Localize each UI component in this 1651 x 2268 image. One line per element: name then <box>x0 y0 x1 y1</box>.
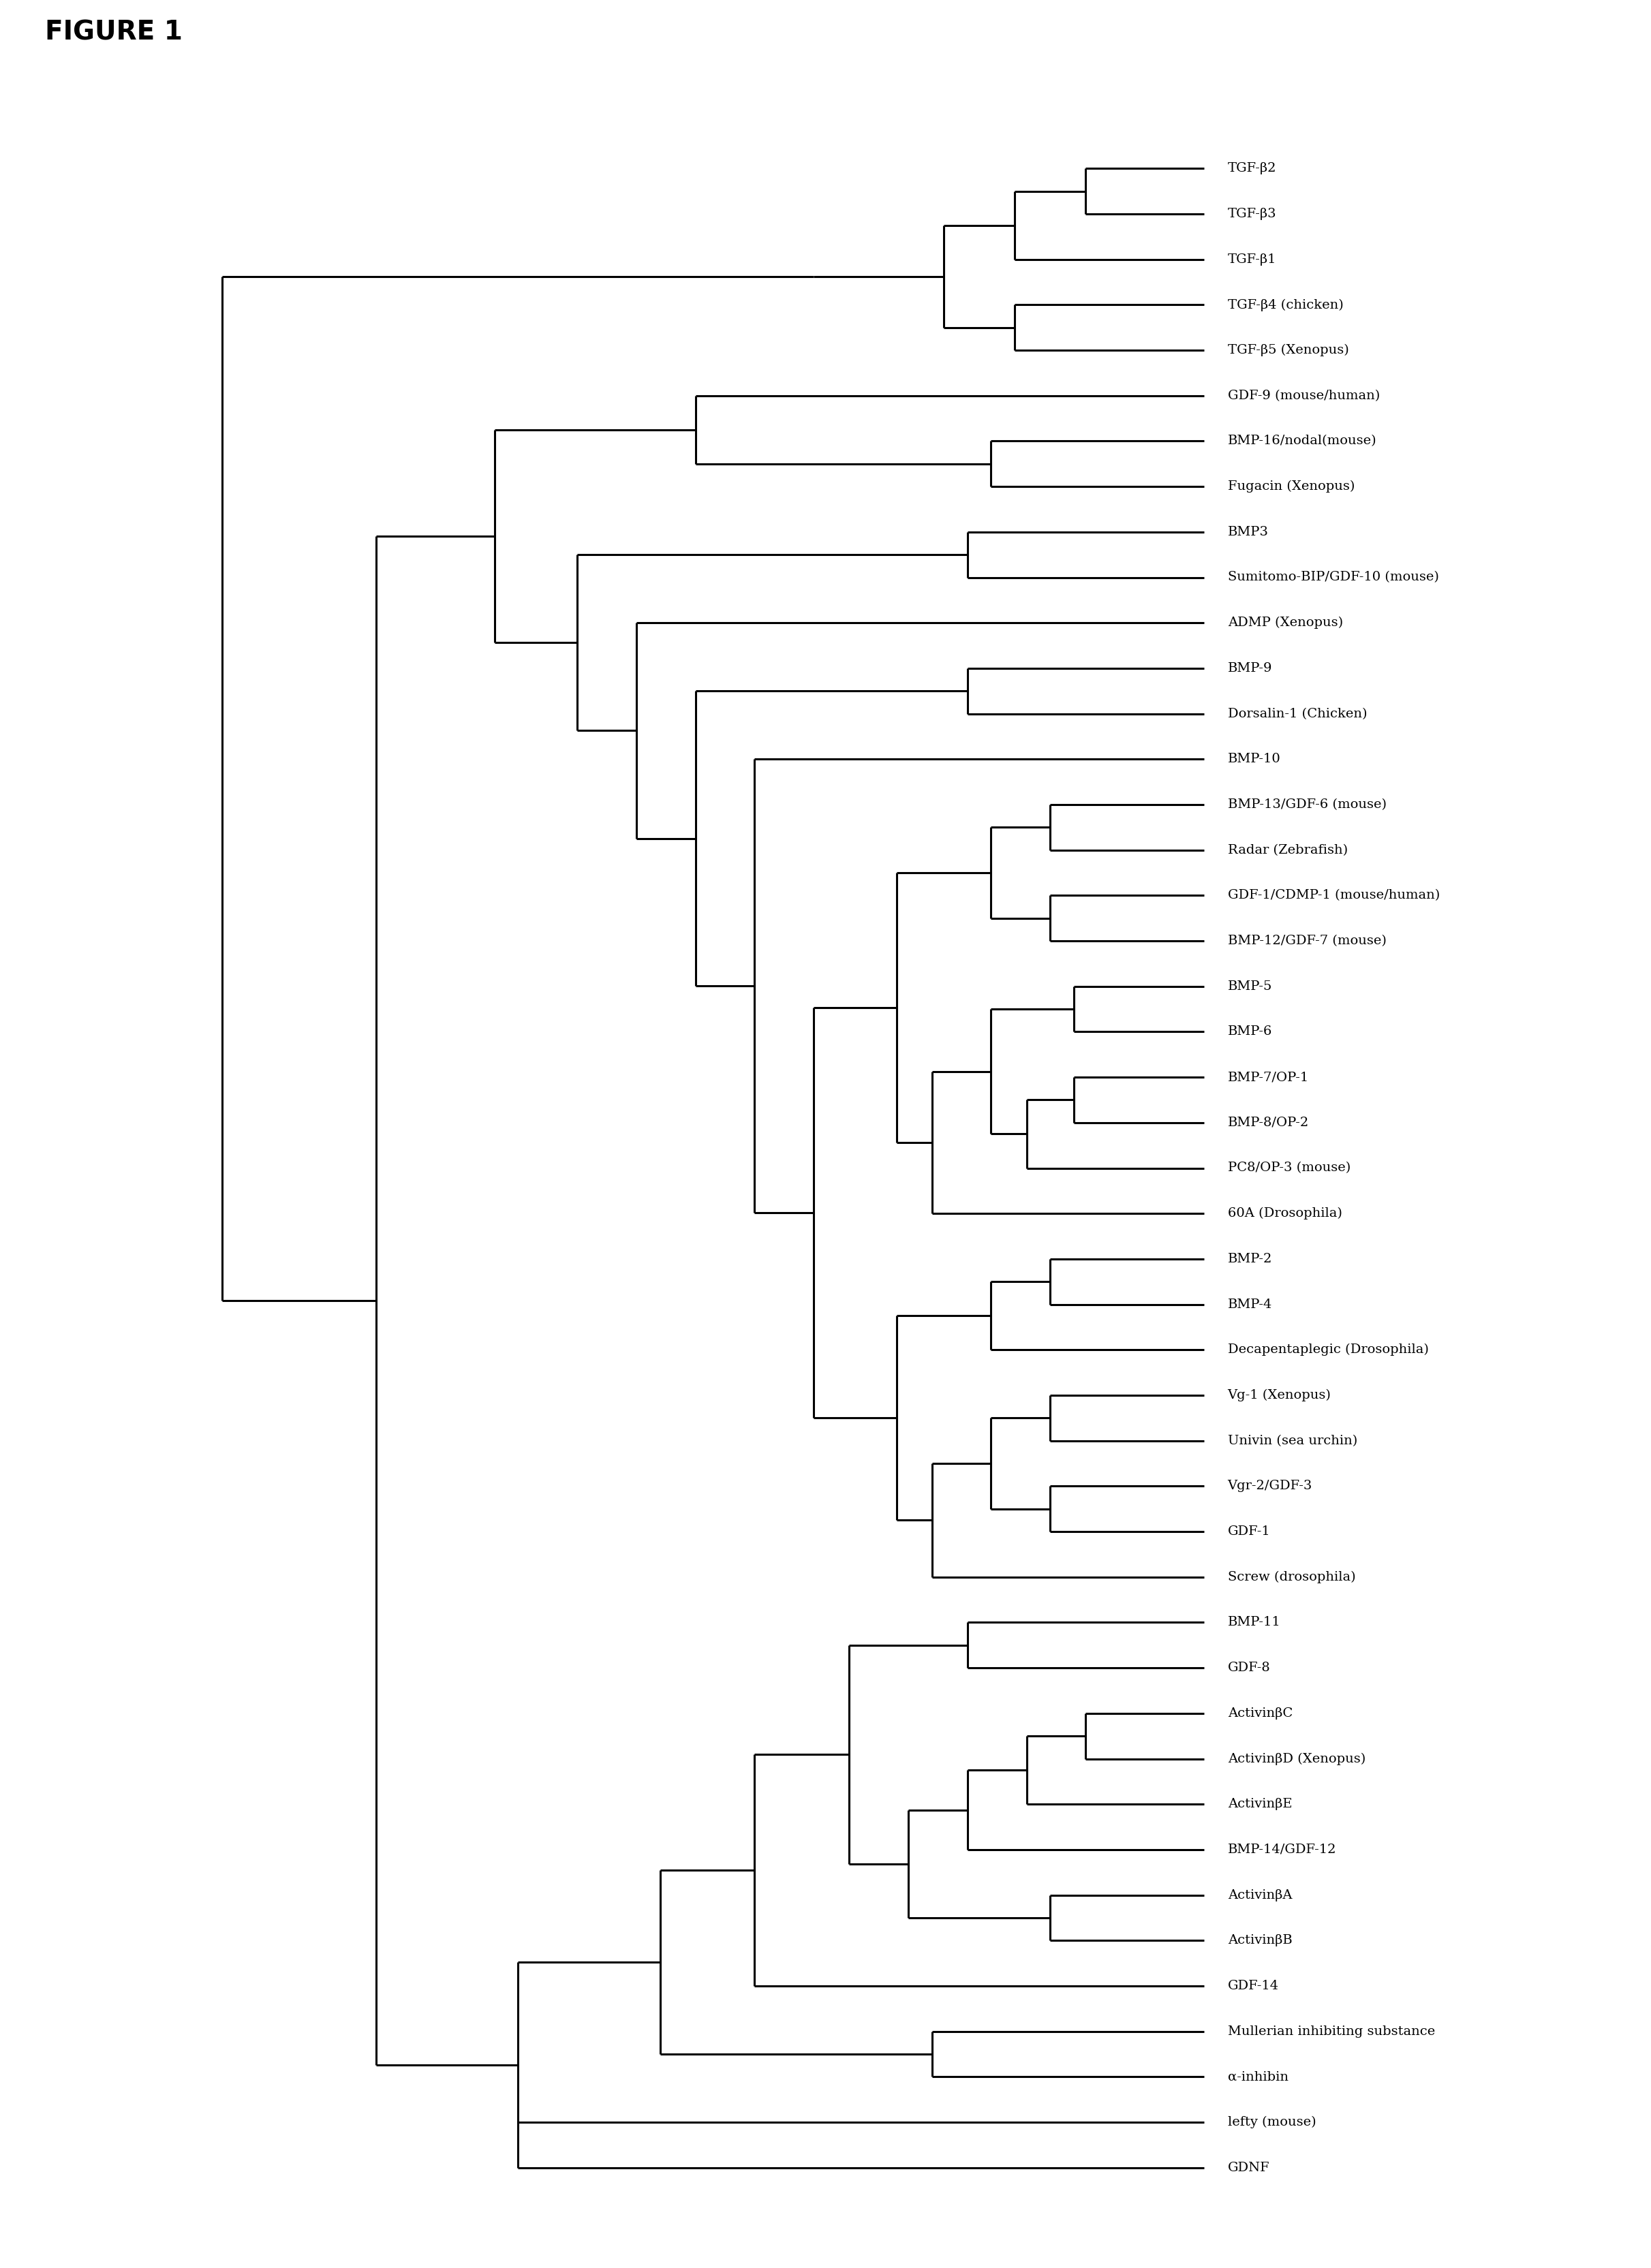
Text: BMP-4: BMP-4 <box>1228 1297 1273 1311</box>
Text: ActivinβE: ActivinβE <box>1228 1799 1293 1810</box>
Text: BMP-16/nodal(mouse): BMP-16/nodal(mouse) <box>1228 435 1377 447</box>
Text: Vg-1 (Xenopus): Vg-1 (Xenopus) <box>1228 1388 1331 1402</box>
Text: TGF-β3: TGF-β3 <box>1228 209 1276 220</box>
Text: GDF-1: GDF-1 <box>1228 1526 1270 1538</box>
Text: ADMP (Xenopus): ADMP (Xenopus) <box>1228 617 1342 628</box>
Text: Decapentaplegic (Drosophila): Decapentaplegic (Drosophila) <box>1228 1343 1428 1356</box>
Text: α-inhibin: α-inhibin <box>1228 2071 1288 2082</box>
Text: BMP-6: BMP-6 <box>1228 1025 1273 1039</box>
Text: BMP-12/GDF-7 (mouse): BMP-12/GDF-7 (mouse) <box>1228 934 1387 948</box>
Text: Radar (Zebrafish): Radar (Zebrafish) <box>1228 844 1347 855</box>
Text: Screw (drosophila): Screw (drosophila) <box>1228 1572 1355 1583</box>
Text: BMP-7/OP-1: BMP-7/OP-1 <box>1228 1070 1309 1084</box>
Text: GDF-9 (mouse/human): GDF-9 (mouse/human) <box>1228 390 1380 401</box>
Text: Sumitomo-BIP/GDF-10 (mouse): Sumitomo-BIP/GDF-10 (mouse) <box>1228 572 1438 583</box>
Text: BMP-8/OP-2: BMP-8/OP-2 <box>1228 1116 1309 1129</box>
Text: BMP3: BMP3 <box>1228 526 1268 538</box>
Text: BMP-2: BMP-2 <box>1228 1252 1273 1266</box>
Text: BMP-5: BMP-5 <box>1228 980 1273 993</box>
Text: TGF-β2: TGF-β2 <box>1228 163 1276 175</box>
Text: Mullerian inhibiting substance: Mullerian inhibiting substance <box>1228 2025 1435 2037</box>
Text: lefty (mouse): lefty (mouse) <box>1228 2116 1316 2127</box>
Text: BMP-11: BMP-11 <box>1228 1617 1281 1628</box>
Text: Vgr-2/GDF-3: Vgr-2/GDF-3 <box>1228 1481 1313 1492</box>
Text: GDF-14: GDF-14 <box>1228 1980 1280 1991</box>
Text: Dorsalin-1 (Chicken): Dorsalin-1 (Chicken) <box>1228 708 1367 719</box>
Text: ActivinβA: ActivinβA <box>1228 1889 1293 1901</box>
Text: BMP-9: BMP-9 <box>1228 662 1273 674</box>
Text: GDF-8: GDF-8 <box>1228 1662 1270 1674</box>
Text: ActivinβB: ActivinβB <box>1228 1935 1293 1946</box>
Text: Fugacin (Xenopus): Fugacin (Xenopus) <box>1228 481 1354 492</box>
Text: BMP-10: BMP-10 <box>1228 753 1281 764</box>
Text: TGF-β5 (Xenopus): TGF-β5 (Xenopus) <box>1228 345 1349 356</box>
Text: PC8/OP-3 (mouse): PC8/OP-3 (mouse) <box>1228 1161 1351 1175</box>
Text: ActivinβC: ActivinβC <box>1228 1708 1293 1719</box>
Text: BMP-13/GDF-6 (mouse): BMP-13/GDF-6 (mouse) <box>1228 798 1387 810</box>
Text: FIGURE 1: FIGURE 1 <box>45 18 183 45</box>
Text: Univin (sea urchin): Univin (sea urchin) <box>1228 1436 1357 1447</box>
Text: GDF-1/CDMP-1 (mouse/human): GDF-1/CDMP-1 (mouse/human) <box>1228 889 1440 903</box>
Text: GDNF: GDNF <box>1228 2161 1270 2173</box>
Text: TGF-β4 (chicken): TGF-β4 (chicken) <box>1228 299 1344 311</box>
Text: BMP-14/GDF-12: BMP-14/GDF-12 <box>1228 1844 1336 1855</box>
Text: TGF-β1: TGF-β1 <box>1228 254 1276 265</box>
Text: ActivinβD (Xenopus): ActivinβD (Xenopus) <box>1228 1753 1365 1765</box>
Text: 60A (Drosophila): 60A (Drosophila) <box>1228 1207 1342 1220</box>
